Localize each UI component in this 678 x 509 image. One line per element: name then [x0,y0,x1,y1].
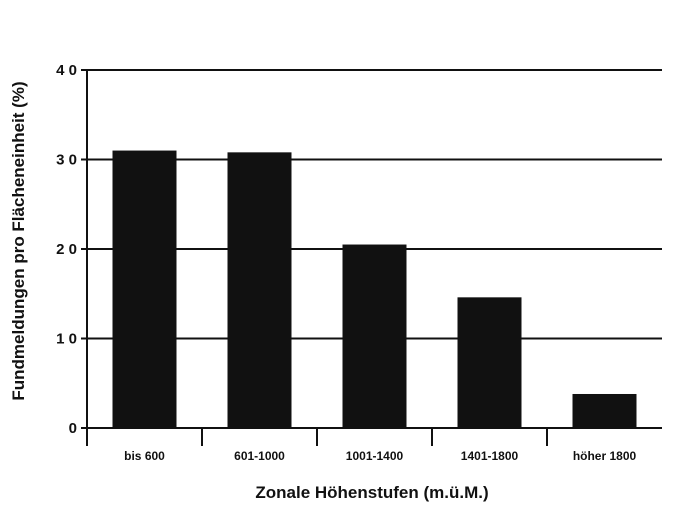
bar [457,297,522,428]
bar [112,150,177,429]
category-label: 601-1000 [234,449,285,463]
y-tick-label: 4 0 [56,62,77,79]
category-label: bis 600 [124,449,165,463]
category-label: höher 1800 [573,449,637,463]
y-tick-label: 2 0 [56,241,77,258]
x-axis-title: Zonale Höhenstufen (m.ü.M.) [255,483,488,502]
category-label: 1001-1400 [346,449,404,463]
y-tick-label: 3 0 [56,152,77,169]
y-tick-label: 1 0 [56,331,77,348]
bars [112,150,637,429]
axes [81,69,548,446]
category-label: 1401-1800 [461,449,519,463]
y-tick-label: 0 [69,420,77,437]
bar [342,244,407,428]
bar [572,393,637,428]
bar [227,152,292,428]
y-axis-title: Fundmeldungen pro Flächeneinheit (%) [9,81,28,400]
labels: 0 1 0 2 0 3 0 4 0 bis 600 601-1000 1001-1400 140… [56,62,636,463]
